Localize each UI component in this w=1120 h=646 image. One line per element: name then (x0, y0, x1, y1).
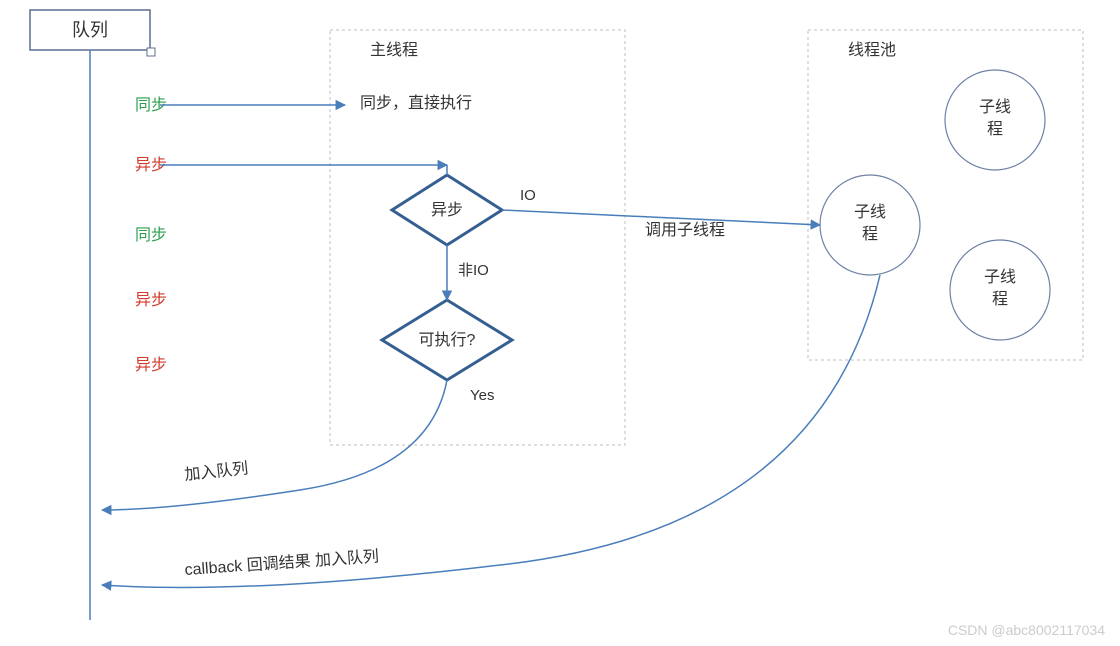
diagram-canvas: 队列同步异步同步异步异步主线程同步，直接执行异步可执行?IO非IOYes线程池子… (0, 0, 1120, 646)
child-thread-circle (950, 240, 1050, 340)
queue-item: 异步 (135, 356, 167, 374)
queue-item: 异步 (135, 291, 167, 309)
return-curve-label: 加入队列 (184, 459, 250, 484)
return-curve (102, 275, 880, 588)
child-thread-label: 程 (862, 225, 878, 243)
async-diamond-label: 异步 (431, 201, 463, 219)
child-thread-label: 子线 (854, 203, 886, 221)
main-thread-title: 主线程 (370, 41, 418, 59)
queue-item: 同步 (135, 226, 167, 244)
child-thread-circle (820, 175, 920, 275)
return-curve (102, 380, 447, 510)
yes-label: Yes (470, 387, 494, 404)
return-curve-label: callback 回调结果 加入队列 (184, 547, 379, 579)
child-thread-label: 程 (987, 120, 1003, 138)
edge-label: 调用子线程 (645, 221, 725, 239)
child-thread-label: 子线 (979, 98, 1011, 116)
watermark: CSDN @abc8002117034 (948, 622, 1105, 638)
child-thread-label: 程 (992, 290, 1008, 308)
io-label: IO (520, 187, 536, 204)
child-thread-circle (945, 70, 1045, 170)
main-thread-box (330, 30, 625, 445)
executable-diamond-label: 可执行? (419, 331, 476, 349)
queue-title: 队列 (72, 20, 108, 40)
thread-pool-title: 线程池 (848, 41, 896, 59)
nonio-label: 非IO (458, 262, 489, 279)
child-thread-label: 子线 (984, 268, 1016, 286)
resize-handle-icon (147, 48, 155, 56)
sync-exec-label: 同步，直接执行 (360, 94, 472, 112)
